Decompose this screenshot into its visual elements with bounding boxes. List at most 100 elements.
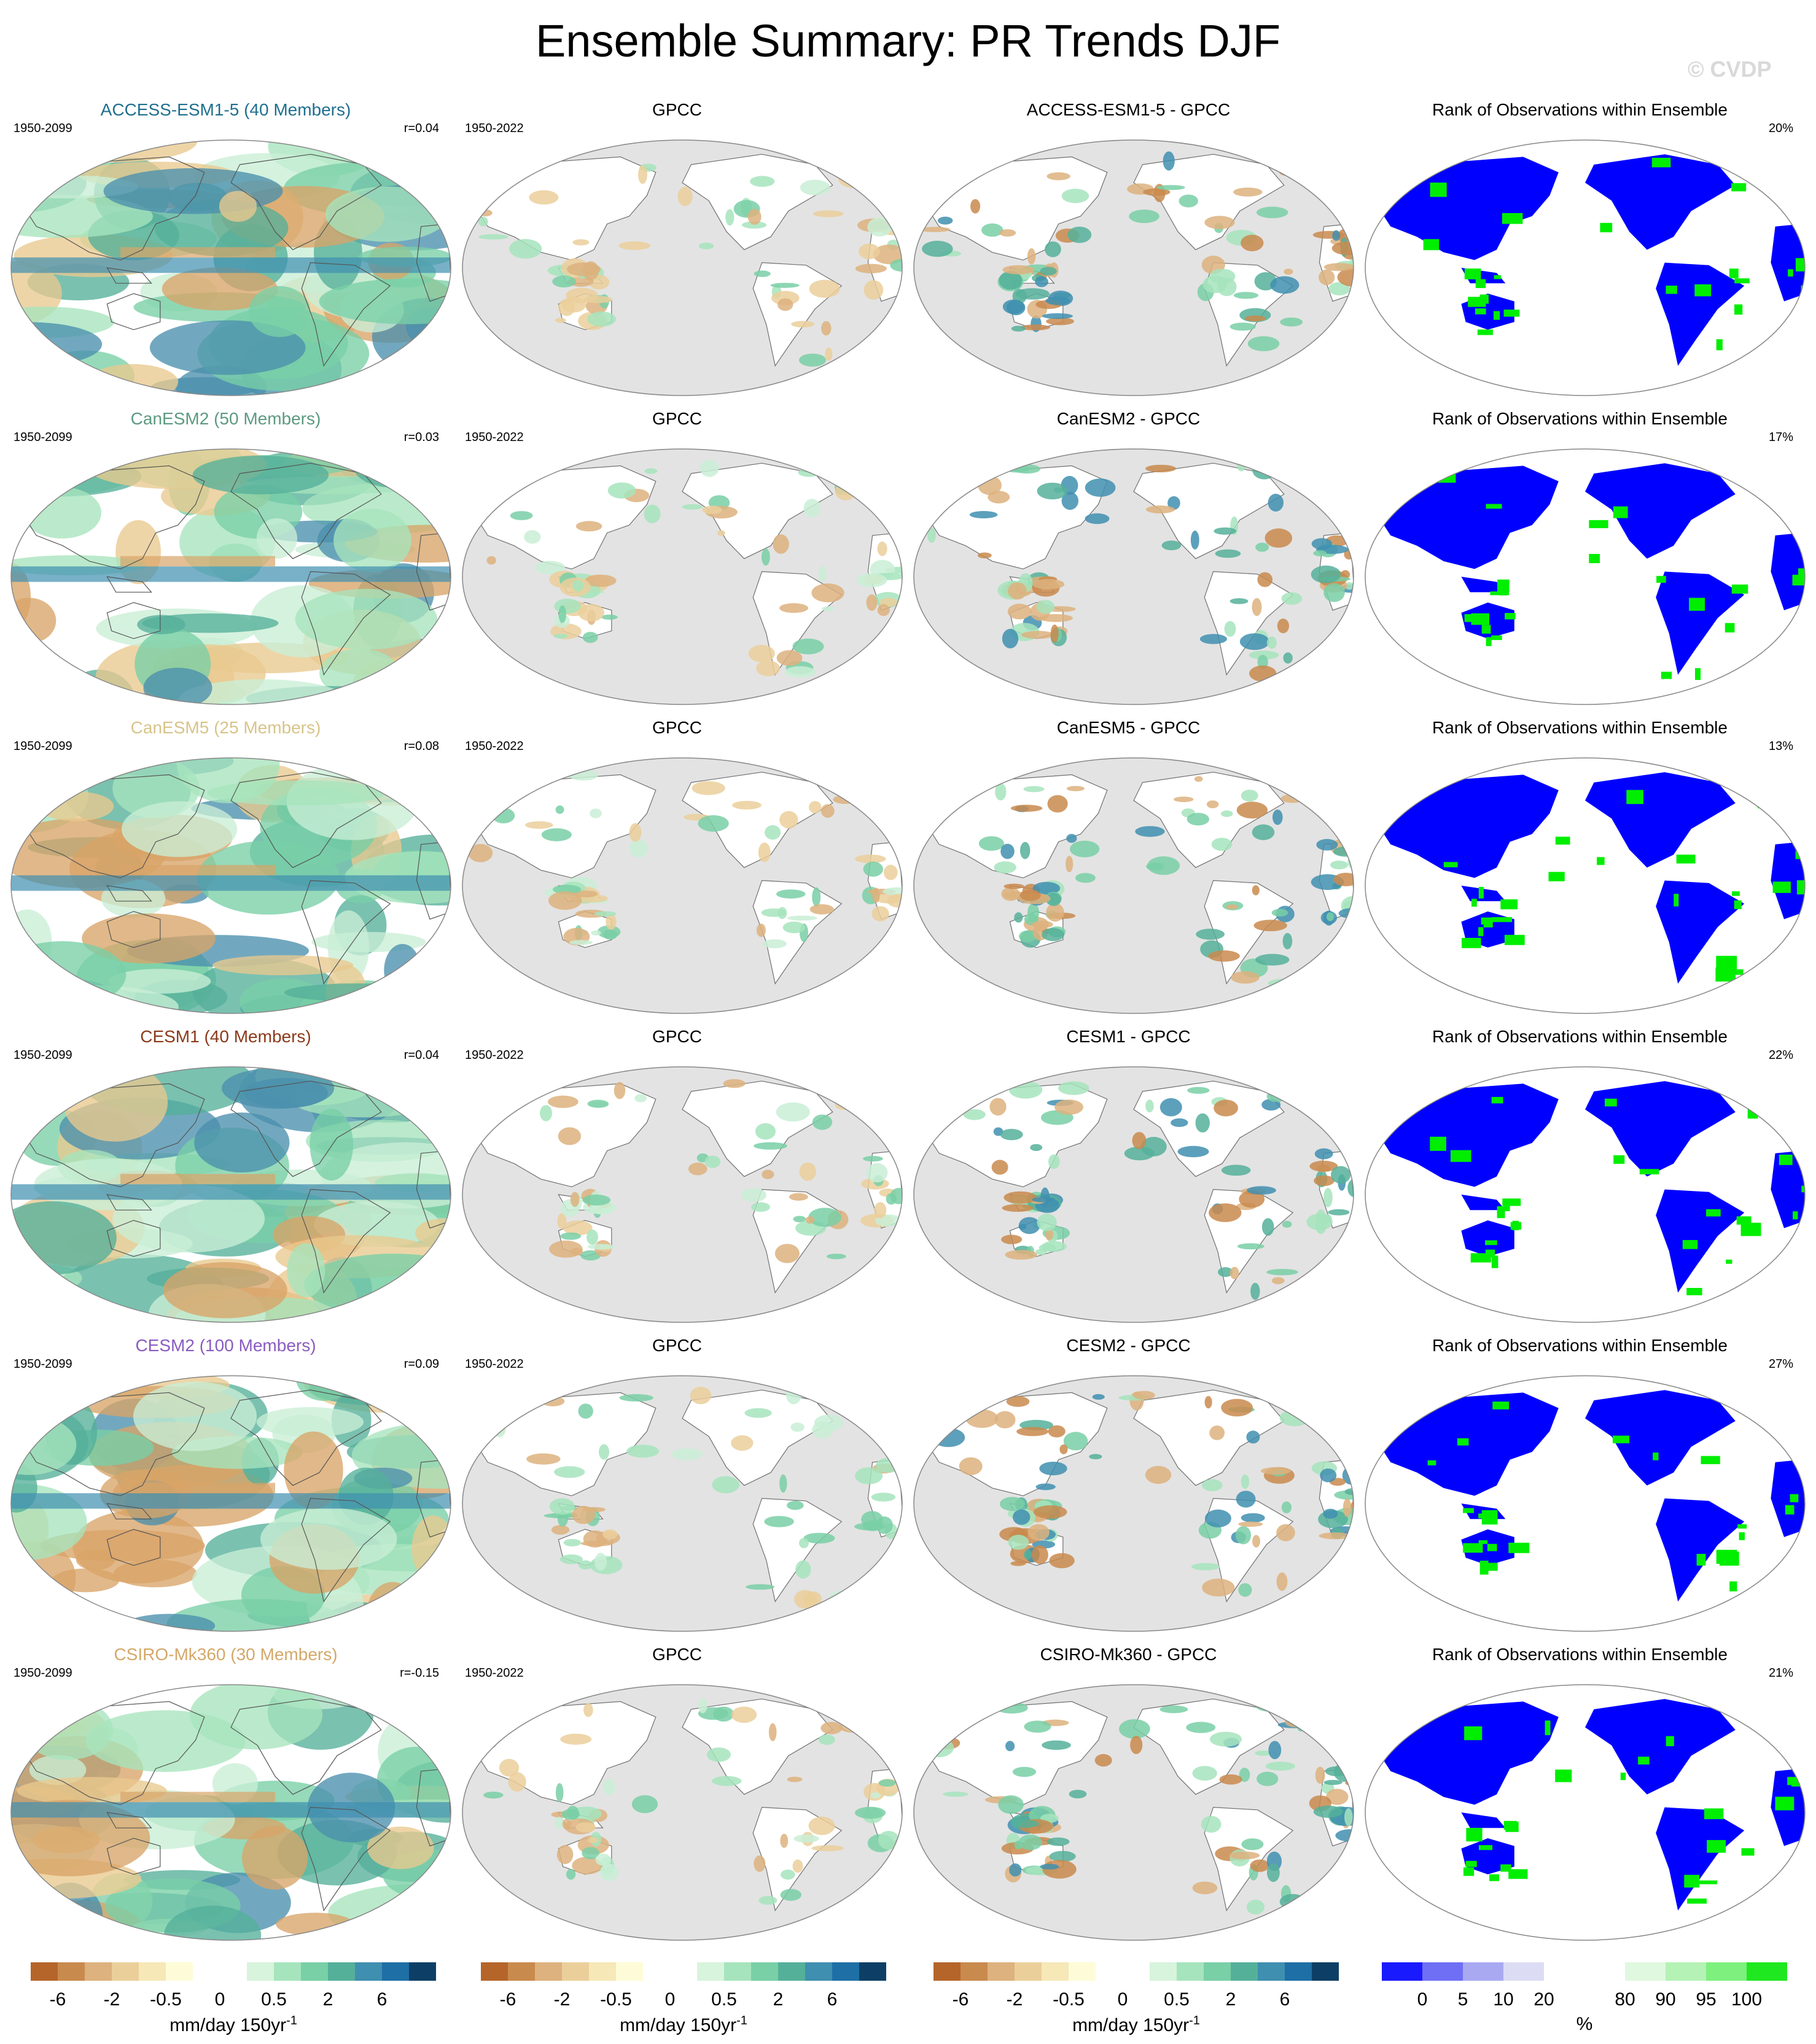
colorbar-swatch: [697, 1962, 724, 1981]
rank-high-patch: [1612, 1435, 1629, 1443]
rank-high-patch: [1605, 1098, 1617, 1107]
model-map: [10, 1375, 451, 1632]
land-trend-patch: [758, 1896, 777, 1905]
land-trend-patch: [1309, 1084, 1330, 1096]
land-trend-patch: [809, 279, 840, 298]
obs-title: GPCC: [652, 1645, 702, 1664]
rank-percent-label: 22%: [1768, 1048, 1793, 1062]
land-trend-patch: [1133, 1391, 1155, 1400]
rank-high-patch: [1737, 1524, 1747, 1529]
land-trend-patch: [1305, 1387, 1336, 1396]
trend-blob: [63, 1067, 168, 1142]
land-trend-patch: [843, 1399, 862, 1408]
trend-blob: [402, 1696, 451, 1719]
trend-blob: [367, 1827, 434, 1870]
land-trend-patch: [780, 1833, 789, 1848]
land-trend-patch: [554, 598, 581, 614]
land-trend-patch: [1319, 787, 1334, 798]
land-trend-patch: [1003, 1191, 1037, 1204]
land-trend-patch: [1237, 1243, 1265, 1250]
land-trend-patch: [843, 155, 862, 173]
land-trend-patch: [1293, 149, 1324, 160]
land-trend-patch: [855, 1467, 883, 1484]
colorbar-tick-label: 20: [1533, 1989, 1554, 2010]
land-trend-patch: [602, 1529, 618, 1540]
land-trend-patch: [582, 1847, 600, 1860]
colorbar-swatch: [328, 1962, 355, 1981]
land-trend-patch: [549, 1498, 575, 1515]
rank-high-patch: [1597, 857, 1605, 865]
land-trend-patch: [1066, 833, 1077, 843]
land-trend-patch: [873, 244, 902, 265]
colorbar-unit-label: mm/day 150yr-1: [933, 2014, 1339, 2036]
land-trend-patch: [731, 1706, 757, 1723]
land-trend-patch: [843, 1714, 870, 1726]
land-trend-patch: [852, 1085, 886, 1095]
land-trend-patch: [1301, 472, 1311, 482]
land-trend-patch: [1001, 1235, 1023, 1244]
rank-high-patch: [1481, 917, 1492, 925]
rank-high-patch: [1510, 1222, 1522, 1230]
rank-high-patch: [1487, 1543, 1497, 1551]
rank-land-samerica: [1656, 262, 1745, 366]
land-greenland: [1292, 1698, 1329, 1728]
trend-blob: [284, 1431, 343, 1509]
coastline-samerica: [301, 1497, 391, 1603]
land-trend-patch: [1252, 598, 1262, 616]
land-trend-patch: [860, 1698, 873, 1707]
land-trend-patch: [768, 1723, 777, 1741]
land-trend-patch: [478, 234, 509, 240]
rank-land-australia: [1461, 1220, 1514, 1257]
model-title: ACCESS-ESM1-5 (40 Members): [100, 100, 351, 119]
land-trend-patch: [566, 287, 598, 303]
map-border: [10, 1066, 451, 1323]
colorbar-unit-text: %: [1576, 2014, 1593, 2034]
rank-map: [1365, 1375, 1806, 1632]
land-trend-patch: [509, 239, 542, 259]
colorbar-unit-exponent: -1: [736, 2014, 747, 2027]
panel-model-2: CanESM2 (50 Members) 1950-2099 r=0.03: [0, 408, 451, 716]
trend-blob: [276, 1913, 354, 1937]
land-trend-patch: [572, 580, 584, 591]
land-namerica: [1133, 462, 1285, 560]
rank-high-patch: [1613, 1155, 1625, 1164]
land-namerica: [682, 462, 833, 560]
trend-blob: [23, 1699, 113, 1760]
rank-high-patch: [1716, 956, 1737, 970]
land-trend-patch: [1040, 267, 1057, 276]
colorbar-swatch: [481, 1962, 508, 1981]
land-trend-patch: [582, 1195, 611, 1206]
land-trend-patch: [825, 347, 833, 361]
rank-high-patch: [1779, 1402, 1785, 1414]
rank-high-patch: [1724, 623, 1735, 633]
land-trend-patch: [872, 887, 880, 903]
obs-period-label: 1950-2022: [465, 739, 524, 753]
rank-high-patch: [1734, 900, 1742, 910]
land-trend-patch: [846, 1087, 863, 1106]
land-trend-patch: [868, 149, 883, 167]
trend-blob: [385, 449, 451, 478]
rank-title: Rank of Observations within Ensemble: [1432, 1027, 1728, 1046]
land-trend-patch: [959, 1457, 983, 1475]
colorbar-tick-label: -0.5: [1053, 1989, 1085, 2010]
colorbar-swatches: [1382, 1962, 1787, 1981]
land-trend-patch: [1235, 1526, 1252, 1545]
land-trend-patch: [818, 1734, 835, 1745]
land-trend-patch: [1036, 599, 1055, 614]
difference-title: CanESM5 - GPCC: [1056, 718, 1201, 737]
land-trend-patch: [1308, 162, 1336, 181]
land-trend-patch: [1037, 482, 1068, 500]
land-trend-patch: [1045, 1228, 1054, 1241]
land-trend-patch: [587, 1099, 609, 1108]
land-trend-patch: [572, 239, 590, 246]
land-trend-patch: [556, 1845, 574, 1865]
land-trend-patch: [1167, 496, 1180, 510]
land-trend-patch: [583, 1703, 593, 1717]
rank-land-greenland: [1744, 772, 1780, 801]
colorbar-swatch: [805, 1962, 832, 1981]
land-trend-patch: [1311, 538, 1333, 550]
obs-period-label: 1950-2022: [465, 431, 524, 444]
panel-diff-2: CanESM2 - GPCC: [903, 408, 1354, 716]
model-title: CESM1 (40 Members): [140, 1027, 311, 1046]
land-trend-patch: [1315, 1766, 1325, 1784]
